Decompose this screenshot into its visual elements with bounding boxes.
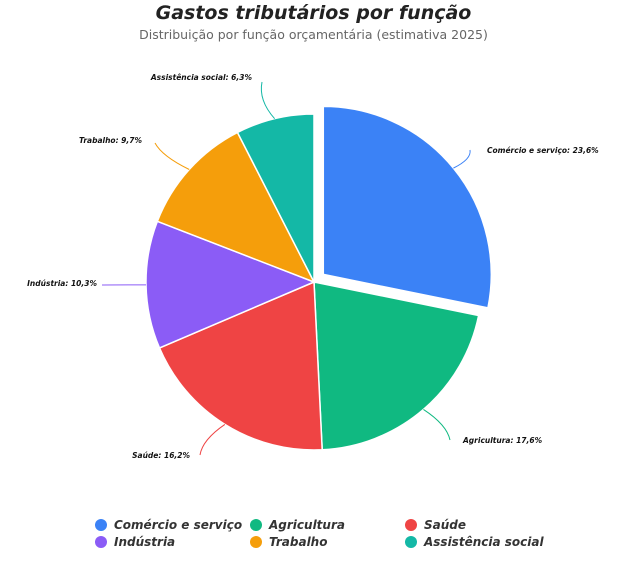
legend-label-2: Agricultura <box>269 518 345 532</box>
slice-label-4: Indústria: 10,3% <box>27 279 97 288</box>
leader-line-3 <box>199 423 226 456</box>
pie-slice-6[interactable] <box>236 113 315 283</box>
leader-line-6 <box>260 81 276 120</box>
legend-swatch-2 <box>250 519 262 531</box>
legend-swatch-5 <box>250 536 262 548</box>
legend-swatch-3 <box>405 519 417 531</box>
legend-swatch-6 <box>405 536 417 548</box>
chart-title: Gastos tributários por função <box>155 2 472 24</box>
legend-label-5: Trabalho <box>269 535 328 549</box>
legend-label-6: Assistência social <box>424 535 544 549</box>
legend: Comércio e serviço Agricultura Saúde Indúst… <box>95 517 565 550</box>
legend-item-3[interactable]: Saúde <box>405 517 565 533</box>
legend-item-2[interactable]: Agricultura <box>250 517 405 533</box>
slice-label-2: Agricultura: 17,6% <box>462 436 543 445</box>
slice-label-1: Comércio e serviço: 23,6% <box>487 146 599 155</box>
legend-item-1[interactable]: Comércio e serviço <box>95 517 250 533</box>
pie-chart: Comércio e serviço: 23,6% Agricultura: 17… <box>27 73 599 460</box>
legend-item-4[interactable]: Indústria <box>95 534 250 550</box>
leader-line-1 <box>453 149 471 169</box>
leader-line-5 <box>154 142 190 170</box>
legend-item-6[interactable]: Assistência social <box>405 534 565 550</box>
pie-slice-1[interactable] <box>322 105 493 309</box>
slice-label-3: Saúde: 16,2% <box>132 451 190 460</box>
legend-label-4: Indústria <box>114 535 176 549</box>
legend-item-5[interactable]: Trabalho <box>250 534 405 550</box>
slice-label-5: Trabalho: 9,7% <box>79 136 142 145</box>
pie-slice-2[interactable] <box>313 281 480 451</box>
pie-slice-4[interactable] <box>145 220 316 349</box>
chart-subtitle: Distribuição por função orçamentária (es… <box>139 27 488 42</box>
legend-swatch-1 <box>95 519 107 531</box>
legend-label-3: Saúde <box>424 518 467 532</box>
slice-label-6: Assistência social: 6,3% <box>150 73 253 82</box>
leader-line-2 <box>423 409 451 441</box>
legend-label-1: Comércio e serviço <box>114 518 243 532</box>
legend-swatch-4 <box>95 536 107 548</box>
pie-slice-3[interactable] <box>158 280 323 451</box>
